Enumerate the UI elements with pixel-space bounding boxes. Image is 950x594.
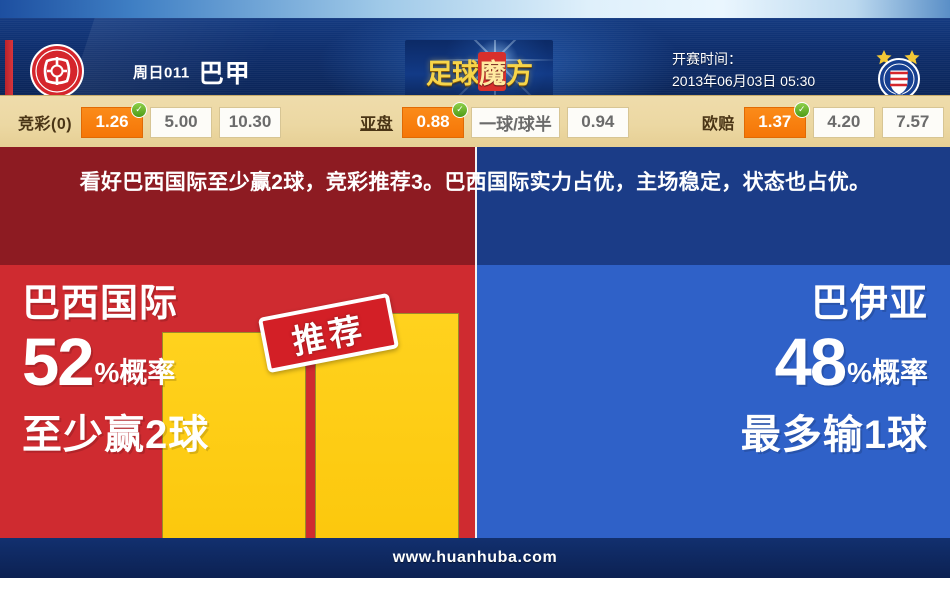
odds-group-yapan: 亚盘 0.88 ✓ 一球/球半 0.94	[360, 101, 636, 138]
home-probability-row: 52 %概率	[22, 329, 209, 396]
check-icon: ✓	[452, 101, 469, 118]
odds-cell-home[interactable]: 1.26 ✓	[81, 101, 148, 138]
check-icon: ✓	[131, 101, 148, 118]
odds-group-jingcai: 竞彩(0) 1.26 ✓ 5.00 10.30	[18, 101, 288, 138]
odds-cell-handicap[interactable]: 一球/球半	[471, 106, 560, 138]
away-probability-suffix: %概率	[847, 356, 928, 388]
odds-value: 5.00	[164, 112, 198, 131]
odds-cell-draw[interactable]: 5.00	[150, 106, 213, 138]
brand-logo-part3: 方	[506, 58, 533, 89]
commentary-divider	[475, 147, 477, 265]
match-info: 周日011 巴甲	[133, 54, 251, 90]
odds-cell-away[interactable]: 7.57	[881, 106, 944, 138]
odds-cell-draw[interactable]: 4.20	[812, 106, 875, 138]
footer-bar: www.huanhuba.com	[0, 538, 950, 578]
away-team-block: 巴伊亚 48 %概率 最多输1球	[740, 283, 928, 460]
probability-chart: 巴西国际 52 %概率 至少赢2球 巴伊亚 48 %概率 最多输1球	[0, 265, 950, 538]
odds-value: 0.88	[416, 112, 450, 131]
bahia-crest: 1931	[876, 50, 920, 95]
odds-value: 0.94	[581, 112, 615, 131]
svg-text:1931: 1931	[895, 93, 905, 95]
away-team-name: 巴伊亚	[810, 283, 928, 325]
odds-cell-away[interactable]: 0.94	[566, 106, 629, 138]
odds-group-label: 竞彩(0)	[18, 116, 73, 133]
odds-group-label: 欧赔	[701, 116, 735, 133]
kickoff-value: 2013年06月03日 05:30	[672, 72, 816, 89]
away-probability-row: 48 %概率	[741, 329, 928, 396]
away-probability-value: 48	[774, 324, 848, 400]
brand-logo[interactable]: 足球魔方	[405, 40, 553, 95]
brand-logo-text: 足球魔方	[405, 40, 553, 95]
commentary-right-bg	[477, 147, 950, 265]
bottom-whitespace	[0, 578, 950, 594]
odds-value: 7.57	[896, 112, 930, 131]
odds-value: 1.26	[95, 112, 129, 131]
home-team-block: 巴西国际 52 %概率 至少赢2球	[22, 283, 210, 460]
match-round-label: 周日011	[133, 64, 190, 82]
odds-value: 一球/球半	[479, 114, 552, 134]
odds-value: 1.37	[758, 112, 792, 131]
brand-logo-part1: 足球	[426, 58, 479, 89]
odds-cell-away[interactable]: 10.30	[219, 106, 282, 138]
odds-group-oupei: 欧赔 1.37 ✓ 4.20 7.57	[701, 101, 950, 138]
internacional-crest	[30, 44, 84, 95]
home-probability-suffix: %概率	[94, 356, 176, 388]
kickoff-label: 开赛时间：	[672, 51, 742, 67]
odds-cell-home[interactable]: 0.88 ✓	[402, 101, 469, 138]
panel-divider	[475, 265, 477, 538]
league-name: 巴甲	[198, 60, 251, 88]
away-panel	[477, 265, 950, 538]
kickoff-info: 开赛时间： 2013年06月03日 05:30	[672, 49, 815, 92]
odds-value: 10.30	[228, 112, 272, 131]
commentary-text: 看好巴西国际至少赢2球，竞彩推荐3。巴西国际实力占优，主场稳定，状态也占优。	[79, 171, 871, 194]
home-outcome-label: 至少赢2球	[22, 412, 210, 457]
commentary-left-bg	[0, 147, 475, 265]
top-accent-strip	[0, 0, 950, 18]
home-probability-value: 52	[22, 324, 95, 400]
brand-logo-part2: 魔	[478, 51, 506, 91]
odds-bar: 竞彩(0) 1.26 ✓ 5.00 10.30 亚盘 0.88 ✓ 一球/球半 …	[0, 95, 950, 148]
recommend-stamp-text: 推荐	[289, 310, 369, 361]
odds-value: 4.20	[827, 112, 861, 131]
away-outcome-label: 最多输1球	[740, 412, 928, 457]
footer-url[interactable]: www.huanhuba.com	[392, 549, 558, 566]
home-team-name: 巴西国际	[22, 283, 179, 325]
check-icon: ✓	[793, 101, 810, 118]
left-red-tab	[5, 40, 13, 95]
odds-group-label[interactable]: 亚盘	[360, 116, 394, 133]
odds-cell-home[interactable]: 1.37 ✓	[743, 101, 810, 138]
commentary-band: 看好巴西国际至少赢2球，竞彩推荐3。巴西国际实力占优，主场稳定，状态也占优。	[0, 147, 950, 265]
